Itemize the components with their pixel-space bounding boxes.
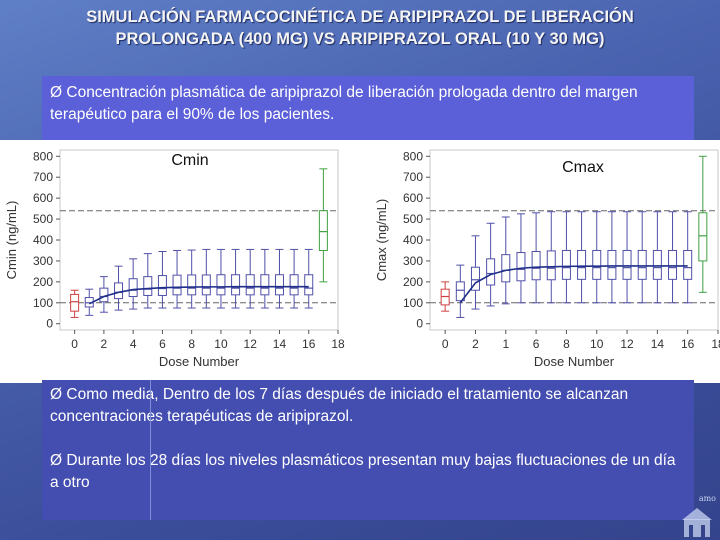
box <box>114 282 124 300</box>
box <box>187 274 197 296</box>
box <box>652 249 662 280</box>
y-tick-label: 300 <box>33 254 53 268</box>
box <box>668 249 678 280</box>
top-text-box: Ø Concentración plasmática de aripiprazo… <box>42 76 694 140</box>
box <box>698 212 708 262</box>
x-tick-label: 1 <box>502 337 509 351</box>
box <box>128 278 138 298</box>
decorative-line <box>150 380 151 520</box>
slide-title-line-1: SIMULACIÓN FARMACOCINÉTICA DE ARIPIPRAZO… <box>86 8 634 26</box>
y-tick-label: 800 <box>403 149 423 163</box>
box <box>546 250 556 281</box>
y-tick-label: 600 <box>33 191 53 205</box>
x-tick-label: 6 <box>533 337 540 351</box>
box <box>486 258 496 286</box>
x-tick-label: 14 <box>651 337 665 351</box>
chart-title: Cmax <box>562 159 604 176</box>
y-axis-label: Cmin (ng/mL) <box>4 201 19 280</box>
box <box>274 274 284 296</box>
y-tick-label: 0 <box>46 317 53 331</box>
box <box>470 266 480 291</box>
x-tick-label: 4 <box>130 337 137 351</box>
box <box>683 249 693 280</box>
mean-concentration-line <box>88 285 309 305</box>
box <box>260 274 270 296</box>
x-tick-label: 16 <box>681 337 695 351</box>
box <box>70 293 80 312</box>
y-tick-label: 500 <box>33 212 53 226</box>
box <box>531 251 541 281</box>
box <box>577 249 587 280</box>
cmax-boxplot-chart: 0100200300400500600700800021681012141618… <box>374 149 720 369</box>
box <box>157 275 167 296</box>
bullet-plasma-concentration: Concentración plasmática de aripiprazol … <box>50 84 638 123</box>
x-tick-label: 12 <box>244 337 258 351</box>
box <box>289 274 299 296</box>
y-tick-label: 700 <box>403 170 423 184</box>
x-tick-label: 0 <box>442 337 449 351</box>
x-tick-label: 8 <box>563 337 570 351</box>
y-tick-label: 100 <box>403 296 423 310</box>
x-tick-label: 2 <box>101 337 108 351</box>
box <box>637 249 647 280</box>
box <box>172 274 182 296</box>
y-tick-label: 200 <box>403 275 423 289</box>
cmin-boxplot-chart: 0 100 200 300 400 500 600 700 800 0 2 4 6 8 10 12 14 16 18… <box>4 149 345 369</box>
box <box>245 274 255 296</box>
y-tick-label: 100 <box>33 296 53 310</box>
box <box>455 281 465 302</box>
y-tick-label: 0 <box>416 317 423 331</box>
bullet-low-fluctuations: Durante los 28 días los niveles plasmáti… <box>50 452 676 491</box>
bullet-therapeutic-concentrations: Como media, Dentro de los 7 días después… <box>50 386 629 425</box>
box <box>516 252 526 282</box>
box <box>143 276 153 296</box>
box <box>607 249 617 280</box>
x-tick-label: 16 <box>302 337 316 351</box>
x-tick-label: 8 <box>188 337 195 351</box>
mean-concentration-line <box>459 265 688 304</box>
y-tick-label: 400 <box>403 233 423 247</box>
box <box>201 274 211 296</box>
slide-title-line-2: PROLONGADA (400 MG) VS ARIPIPRAZOL ORAL … <box>115 30 605 48</box>
bullet-marker: Ø <box>50 452 63 469</box>
box <box>216 274 226 296</box>
x-tick-label: 12 <box>620 337 634 351</box>
box <box>622 249 632 280</box>
x-axis-label: Dose Number <box>159 354 240 369</box>
x-tick-label: 10 <box>590 337 604 351</box>
box <box>561 249 571 280</box>
y-tick-label: 500 <box>403 212 423 226</box>
y-tick-label: 600 <box>403 191 423 205</box>
bullet-marker: Ø <box>50 84 63 101</box>
x-tick-label: 0 <box>71 337 78 351</box>
x-tick-label: 18 <box>331 337 345 351</box>
x-tick-label: 6 <box>159 337 166 351</box>
y-tick-label: 300 <box>403 254 423 268</box>
y-tick-label: 200 <box>33 275 53 289</box>
box <box>592 249 602 280</box>
slide-title: SIMULACIÓN FARMACOCINÉTICA DE ARIPIPRAZO… <box>0 6 720 50</box>
logo-text: amo <box>698 494 716 503</box>
y-tick-label: 400 <box>33 233 53 247</box>
y-axis-label: Cmax (ng/mL) <box>374 199 389 281</box>
institution-logo-icon <box>682 508 712 537</box>
bullet-marker: Ø <box>50 386 63 403</box>
box <box>318 210 328 251</box>
box <box>231 274 241 296</box>
x-axis-label: Dose Number <box>534 354 615 369</box>
x-tick-label: 10 <box>214 337 228 351</box>
chart-title: Cmin <box>171 152 208 169</box>
x-tick-label: 2 <box>472 337 479 351</box>
bottom-text-box: Ø Como media, Dentro de los 7 días despu… <box>42 380 694 520</box>
x-tick-label: 14 <box>273 337 287 351</box>
y-tick-label: 700 <box>33 170 53 184</box>
x-tick-label: 18 <box>711 337 720 351</box>
box <box>501 254 511 283</box>
box <box>304 274 314 296</box>
y-tick-label: 800 <box>33 149 53 163</box>
